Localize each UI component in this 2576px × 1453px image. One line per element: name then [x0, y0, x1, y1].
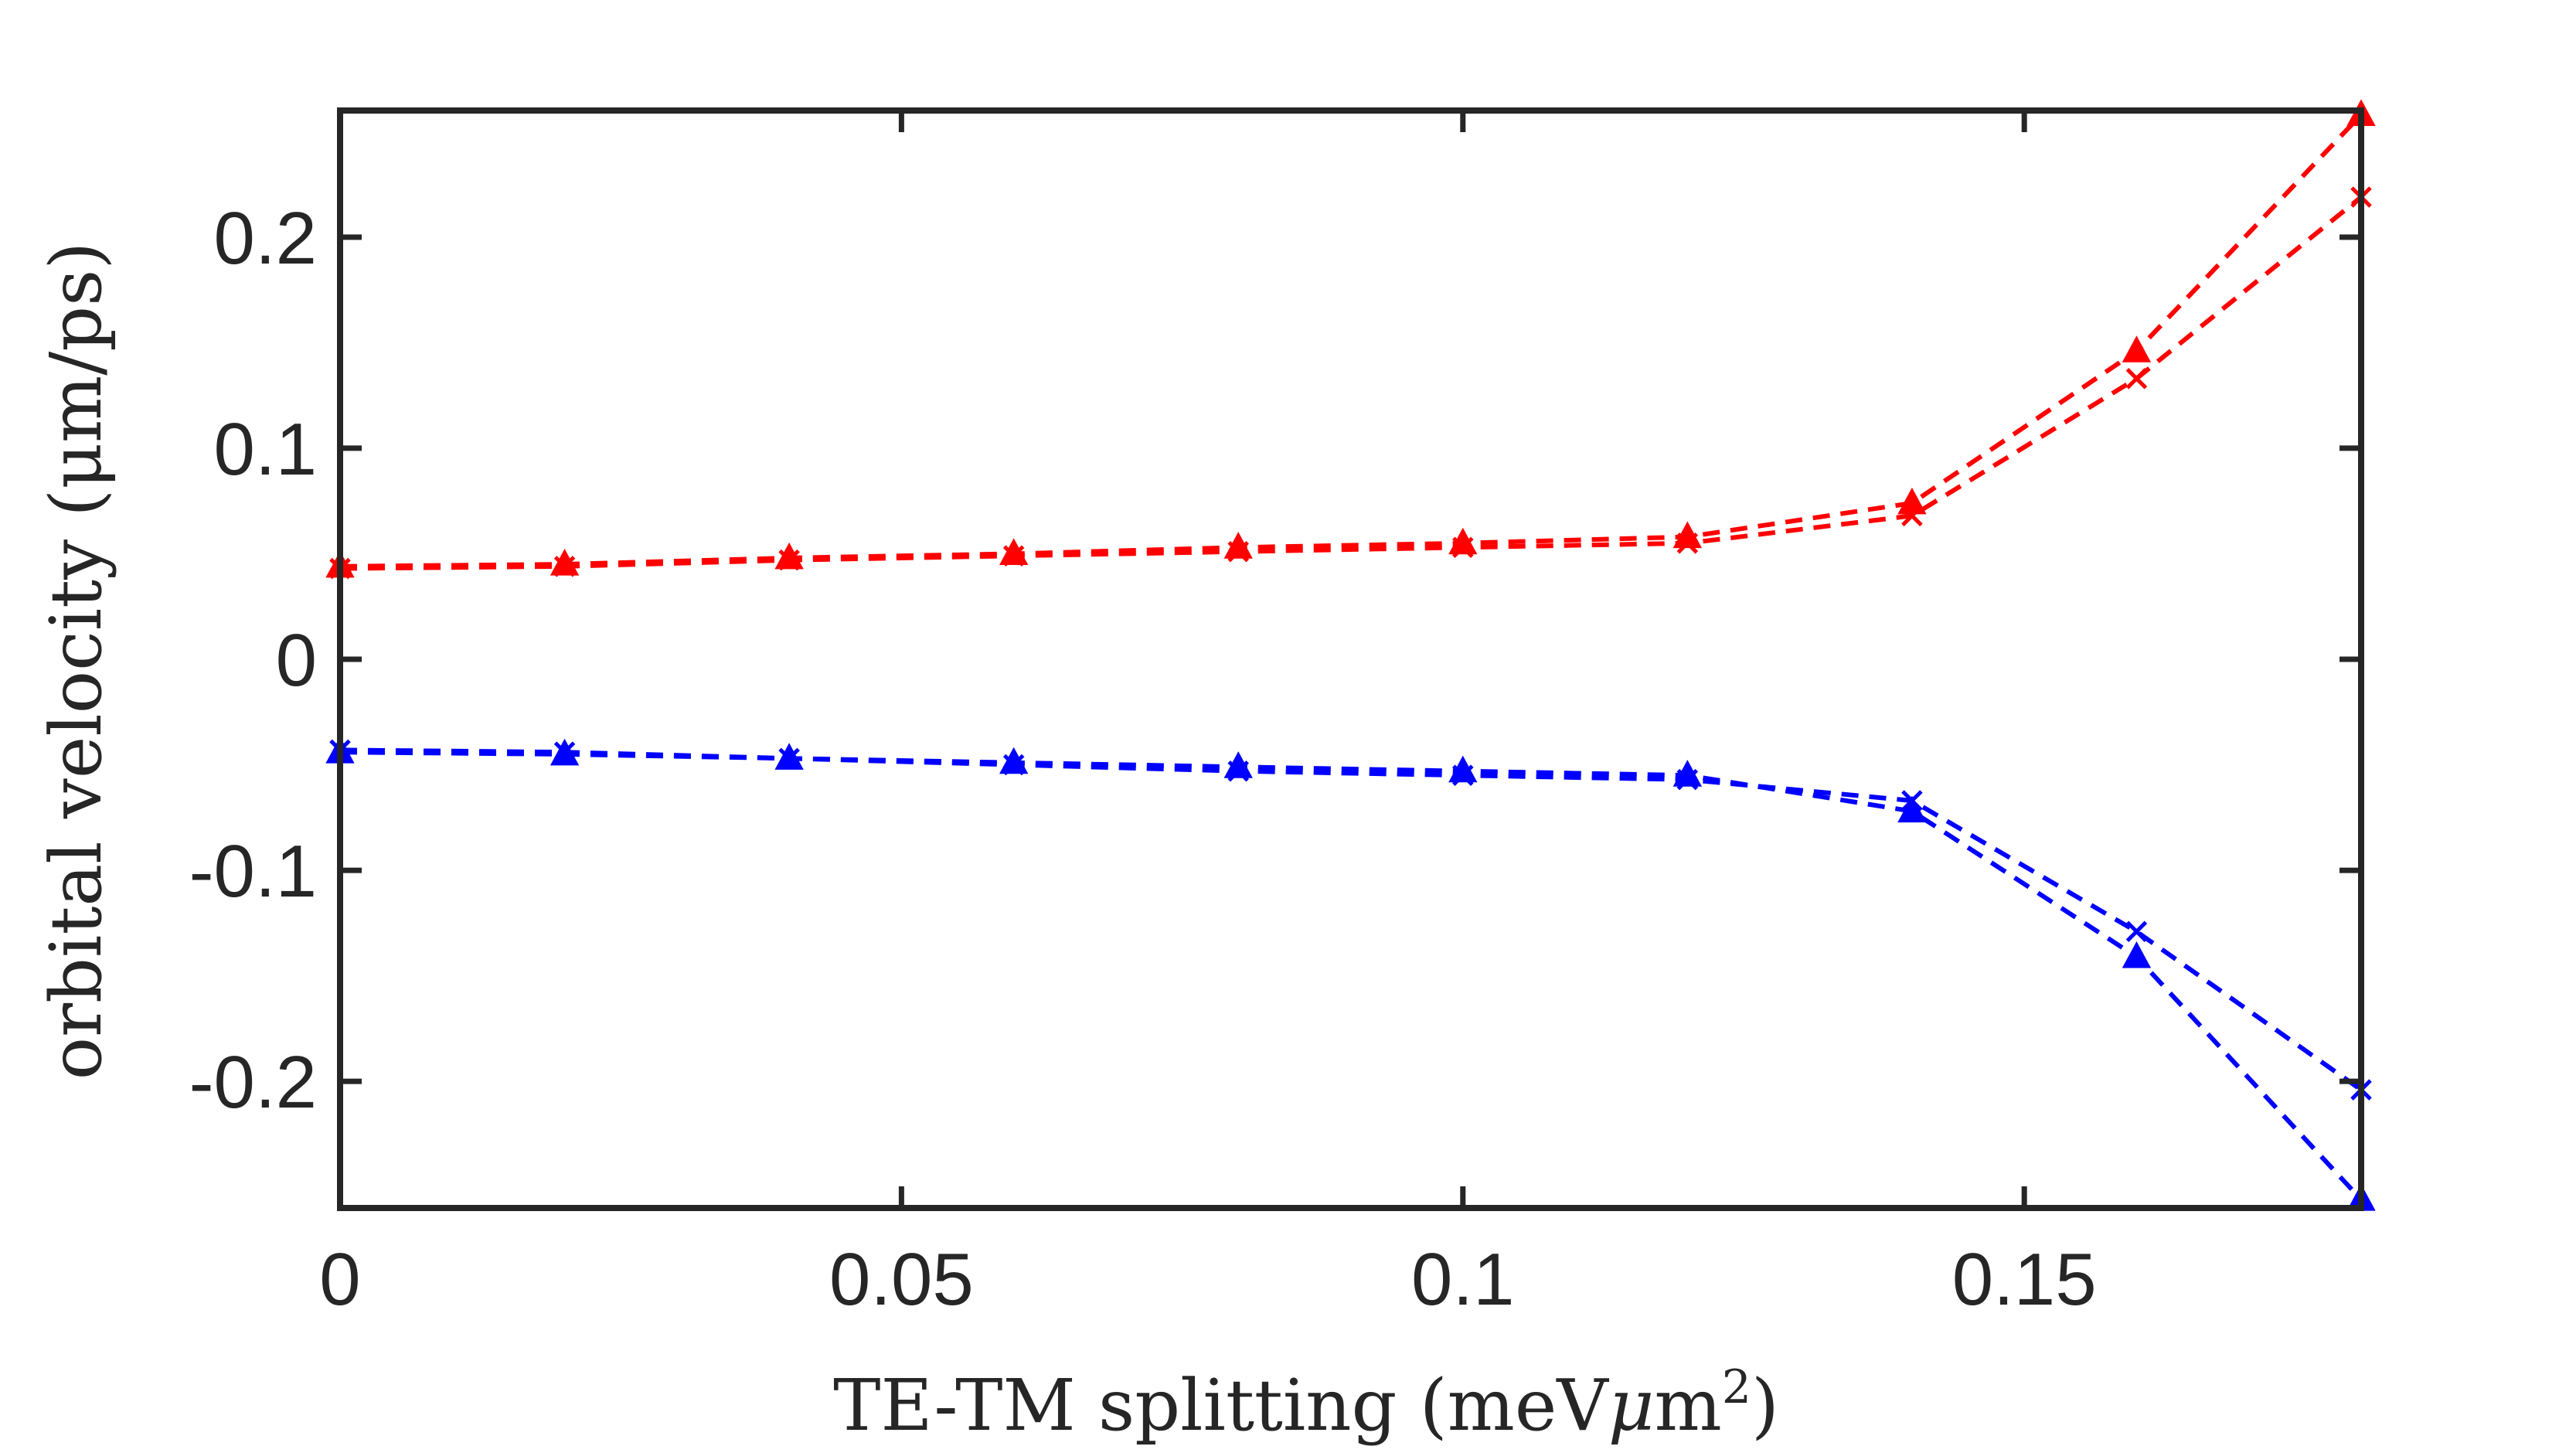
axes-layer	[337, 107, 2364, 1211]
y-tick-label: -0.2	[189, 1041, 317, 1124]
data-point-blue-cross-4	[1227, 760, 1249, 782]
series-line-blue-cross	[339, 747, 2363, 1092]
series-line-red-cross	[339, 195, 2363, 571]
x-axis-title-main: TE-TM splitting (meV	[833, 1364, 1609, 1447]
data-point-blue-cross-2	[778, 747, 800, 770]
x-axis-title-close: )	[1751, 1364, 1779, 1447]
x-axis-title: TE-TM splitting (meVμm2)	[833, 1360, 1779, 1447]
x-axis-title-m: m	[1655, 1364, 1722, 1447]
data-point-blue-cross-8	[2125, 920, 2148, 943]
data-point-blue-triangle-8	[2122, 941, 2152, 968]
data-point-blue-cross-1	[553, 741, 576, 763]
data-point-blue-cross-3	[1002, 754, 1025, 776]
y-tick-label: 0.1	[214, 408, 317, 491]
data-point-red-triangle-8	[2122, 335, 2152, 362]
x-tick-label: 0.05	[829, 1238, 974, 1321]
y-tick-label: 0	[276, 619, 317, 702]
y-tick-label: 0.2	[214, 197, 317, 280]
x-tick-label: 0.1	[1411, 1238, 1514, 1321]
data-point-red-cross-6	[1676, 533, 1699, 554]
plot-background	[340, 111, 2361, 1208]
data-point-red-cross-8	[2125, 368, 2148, 390]
data-point-blue-cross-7	[1901, 790, 1923, 812]
series-layer	[325, 99, 2376, 1211]
x-tick-label: 0.15	[1952, 1238, 2097, 1321]
data-point-blue-cross-6	[1676, 768, 1699, 791]
data-point-red-cross-4	[1227, 540, 1249, 563]
data-point-red-cross-5	[1452, 536, 1474, 559]
x-axis-title-sup: 2	[1722, 1360, 1751, 1414]
x-tick-label: 0	[319, 1238, 360, 1321]
data-point-blue-cross-5	[1452, 764, 1474, 786]
data-point-red-cross-2	[778, 549, 800, 571]
y-tick-label: -0.1	[189, 830, 317, 913]
x-axis-title-mu: μ	[1608, 1364, 1655, 1447]
data-point-red-cross-7	[1901, 505, 1923, 527]
data-point-red-cross-3	[1002, 545, 1025, 567]
tick-labels-layer: 0 0.05 0.1 0.15 -0.2 -0.1 0 0.1 0.2	[189, 197, 2097, 1321]
plot-area	[340, 111, 2361, 1208]
y-axis-title: orbital velocity (μm/ps)	[35, 242, 117, 1080]
data-point-red-cross-1	[553, 556, 576, 577]
